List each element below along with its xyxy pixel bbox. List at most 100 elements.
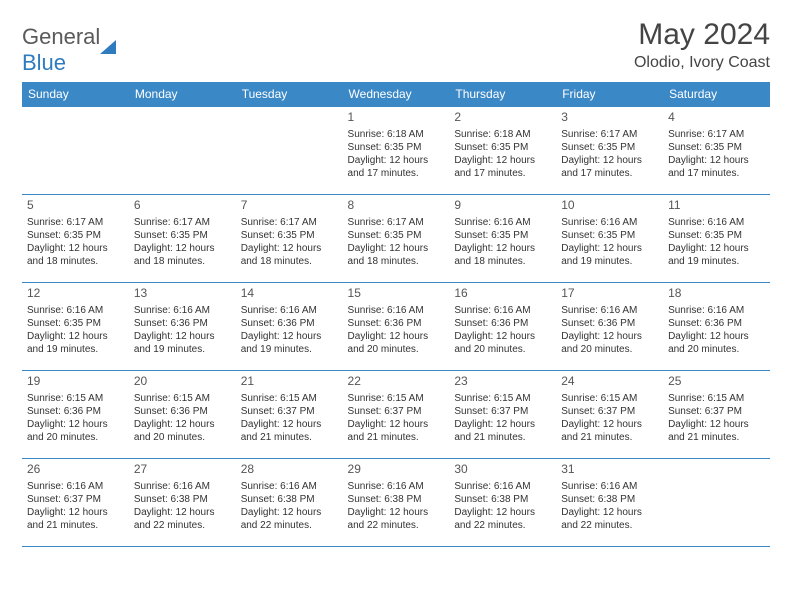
weekday-header: Thursday xyxy=(449,82,556,107)
day-number: 21 xyxy=(241,374,338,390)
daylight-text: Daylight: 12 hours and 20 minutes. xyxy=(27,418,124,444)
sunrise-text: Sunrise: 6:17 AM xyxy=(348,216,445,229)
calendar-week-row: 5Sunrise: 6:17 AMSunset: 6:35 PMDaylight… xyxy=(22,195,770,283)
day-number: 28 xyxy=(241,462,338,478)
day-number: 27 xyxy=(134,462,231,478)
sunrise-text: Sunrise: 6:15 AM xyxy=(348,392,445,405)
sunset-text: Sunset: 6:35 PM xyxy=(134,229,231,242)
sunrise-text: Sunrise: 6:16 AM xyxy=(454,480,551,493)
calendar-day-cell: 31 Sunrise: 6:16 AMSunset: 6:38 PMDayligh… xyxy=(556,459,663,547)
day-number: 20 xyxy=(134,374,231,390)
sunrise-text: Sunrise: 6:16 AM xyxy=(27,304,124,317)
day-number: 24 xyxy=(561,374,658,390)
month-title: May 2024 xyxy=(634,18,770,52)
day-number: 7 xyxy=(241,198,338,214)
day-number: 2 xyxy=(454,110,551,126)
calendar-day-cell: 18Sunrise: 6:16 AMSunset: 6:36 PMDayligh… xyxy=(663,283,770,371)
sunrise-text: Sunrise: 6:16 AM xyxy=(561,216,658,229)
daylight-text: Daylight: 12 hours and 17 minutes. xyxy=(454,154,551,180)
sunset-text: Sunset: 6:38 PM xyxy=(348,493,445,506)
calendar-day-cell: 30Sunrise: 6:16 AMSunset: 6:38 PMDayligh… xyxy=(449,459,556,547)
sunset-text: Sunset: 6:37 PM xyxy=(27,493,124,506)
sunrise-text: Sunrise: 6:16 AM xyxy=(241,304,338,317)
sunrise-text: Sunrise: 6:16 AM xyxy=(454,304,551,317)
daylight-text: Daylight: 12 hours and 18 minutes. xyxy=(27,242,124,268)
day-number: 14 xyxy=(241,286,338,302)
sunset-text: Sunset: 6:36 PM xyxy=(134,317,231,330)
daylight-text: Daylight: 12 hours and 22 minutes. xyxy=(348,506,445,532)
calendar-day-cell: 6Sunrise: 6:17 AMSunset: 6:35 PMDaylight… xyxy=(129,195,236,283)
calendar-day-cell: 13Sunrise: 6:16 AMSunset: 6:36 PMDayligh… xyxy=(129,283,236,371)
calendar-day-cell xyxy=(663,459,770,547)
sunset-text: Sunset: 6:35 PM xyxy=(561,229,658,242)
calendar-day-cell: 23Sunrise: 6:15 AMSunset: 6:37 PMDayligh… xyxy=(449,371,556,459)
weekday-header: Friday xyxy=(556,82,663,107)
day-number: 15 xyxy=(348,286,445,302)
daylight-text: Daylight: 12 hours and 18 minutes. xyxy=(454,242,551,268)
daylight-text: Daylight: 12 hours and 22 minutes. xyxy=(134,506,231,532)
day-number: 30 xyxy=(454,462,551,478)
location: Olodio, Ivory Coast xyxy=(634,54,770,72)
day-number: 31 xyxy=(561,462,658,478)
daylight-text: Daylight: 12 hours and 22 minutes. xyxy=(454,506,551,532)
daylight-text: Daylight: 12 hours and 18 minutes. xyxy=(241,242,338,268)
daylight-text: Daylight: 12 hours and 18 minutes. xyxy=(348,242,445,268)
sunrise-text: Sunrise: 6:16 AM xyxy=(134,480,231,493)
daylight-text: Daylight: 12 hours and 19 minutes. xyxy=(561,242,658,268)
calendar-day-cell: 8 Sunrise: 6:17 AMSunset: 6:35 PMDaylight… xyxy=(343,195,450,283)
daylight-text: Daylight: 12 hours and 21 minutes. xyxy=(241,418,338,444)
daylight-text: Daylight: 12 hours and 22 minutes. xyxy=(241,506,338,532)
sunrise-text: Sunrise: 6:16 AM xyxy=(134,304,231,317)
day-number: 4 xyxy=(668,110,765,126)
sunset-text: Sunset: 6:38 PM xyxy=(134,493,231,506)
day-number: 8 xyxy=(348,198,445,214)
calendar-day-cell: 7Sunrise: 6:17 AMSunset: 6:35 PMDaylight… xyxy=(236,195,343,283)
title-block: May 2024 Olodio, Ivory Coast xyxy=(634,18,770,72)
brand-logo: General Blue xyxy=(22,24,116,76)
sunset-text: Sunset: 6:35 PM xyxy=(241,229,338,242)
sunset-text: Sunset: 6:36 PM xyxy=(561,317,658,330)
sunset-text: Sunset: 6:35 PM xyxy=(348,229,445,242)
calendar-day-cell: 10Sunrise: 6:16 AMSunset: 6:35 PMDayligh… xyxy=(556,195,663,283)
day-number: 9 xyxy=(454,198,551,214)
calendar-week-row: 1Sunrise: 6:18 AMSunset: 6:35 PMDaylight… xyxy=(22,107,770,195)
sunrise-text: Sunrise: 6:17 AM xyxy=(668,128,765,141)
day-number: 17 xyxy=(561,286,658,302)
sunset-text: Sunset: 6:38 PM xyxy=(561,493,658,506)
sunrise-text: Sunrise: 6:15 AM xyxy=(668,392,765,405)
sunset-text: Sunset: 6:35 PM xyxy=(27,229,124,242)
sunset-text: Sunset: 6:37 PM xyxy=(454,405,551,418)
sunrise-text: Sunrise: 6:16 AM xyxy=(668,216,765,229)
weekday-header: Monday xyxy=(129,82,236,107)
calendar-day-cell: 3Sunrise: 6:17 AMSunset: 6:35 PMDaylight… xyxy=(556,107,663,195)
daylight-text: Daylight: 12 hours and 22 minutes. xyxy=(561,506,658,532)
sail-icon xyxy=(100,40,116,54)
sunset-text: Sunset: 6:36 PM xyxy=(348,317,445,330)
day-number: 22 xyxy=(348,374,445,390)
sunset-text: Sunset: 6:36 PM xyxy=(454,317,551,330)
sunset-text: Sunset: 6:37 PM xyxy=(561,405,658,418)
calendar-day-cell xyxy=(129,107,236,195)
calendar-week-row: 19Sunrise: 6:15 AMSunset: 6:36 PMDayligh… xyxy=(22,371,770,459)
daylight-text: Daylight: 12 hours and 21 minutes. xyxy=(454,418,551,444)
calendar-day-cell: 17Sunrise: 6:16 AMSunset: 6:36 PMDayligh… xyxy=(556,283,663,371)
brand-general: General xyxy=(22,24,100,49)
sunset-text: Sunset: 6:35 PM xyxy=(454,141,551,154)
sunset-text: Sunset: 6:38 PM xyxy=(241,493,338,506)
daylight-text: Daylight: 12 hours and 17 minutes. xyxy=(348,154,445,180)
calendar-week-row: 26Sunrise: 6:16 AMSunset: 6:37 PMDayligh… xyxy=(22,459,770,547)
sunrise-text: Sunrise: 6:16 AM xyxy=(27,480,124,493)
day-number: 18 xyxy=(668,286,765,302)
sunrise-text: Sunrise: 6:15 AM xyxy=(454,392,551,405)
calendar-day-cell: 4Sunrise: 6:17 AMSunset: 6:35 PMDaylight… xyxy=(663,107,770,195)
sunrise-text: Sunrise: 6:16 AM xyxy=(561,480,658,493)
sunrise-text: Sunrise: 6:16 AM xyxy=(454,216,551,229)
calendar-day-cell: 19Sunrise: 6:15 AMSunset: 6:36 PMDayligh… xyxy=(22,371,129,459)
sunrise-text: Sunrise: 6:16 AM xyxy=(348,480,445,493)
daylight-text: Daylight: 12 hours and 20 minutes. xyxy=(348,330,445,356)
daylight-text: Daylight: 12 hours and 21 minutes. xyxy=(27,506,124,532)
calendar-day-cell: 25Sunrise: 6:15 AMSunset: 6:37 PMDayligh… xyxy=(663,371,770,459)
daylight-text: Daylight: 12 hours and 17 minutes. xyxy=(561,154,658,180)
calendar-day-cell: 20Sunrise: 6:15 AMSunset: 6:36 PMDayligh… xyxy=(129,371,236,459)
daylight-text: Daylight: 12 hours and 19 minutes. xyxy=(241,330,338,356)
